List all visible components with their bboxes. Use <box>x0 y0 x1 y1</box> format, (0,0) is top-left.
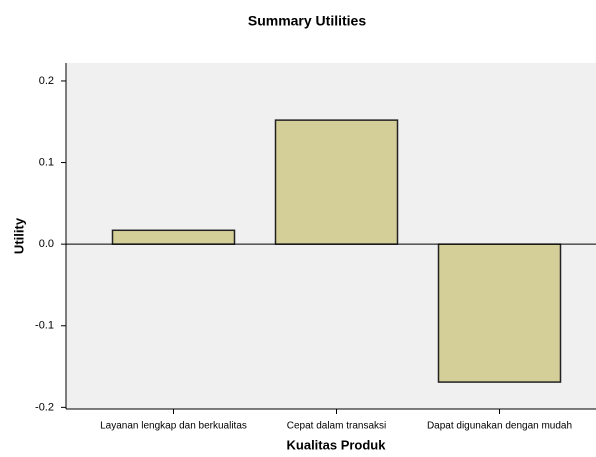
y-tick-label: 0.1 <box>39 156 54 168</box>
y-tick-label: -0.1 <box>35 320 54 332</box>
bar <box>437 243 562 383</box>
y-axis-title: Utility <box>11 217 26 254</box>
y-tick-label: 0.2 <box>39 75 54 87</box>
x-axis-title: Kualitas Produk <box>287 437 387 452</box>
x-tick-label: Layanan lengkap dan berkualitas <box>100 421 247 432</box>
bar <box>274 119 399 245</box>
x-tick-label: Cepat dalam transaksi <box>287 421 387 432</box>
chart-title: Summary Utilities <box>248 13 366 29</box>
y-tick-label: 0.0 <box>39 238 54 250</box>
x-tick-label: Dapat digunakan dengan mudah <box>427 421 572 432</box>
y-tick-label: -0.2 <box>35 401 54 413</box>
bar <box>111 229 236 245</box>
